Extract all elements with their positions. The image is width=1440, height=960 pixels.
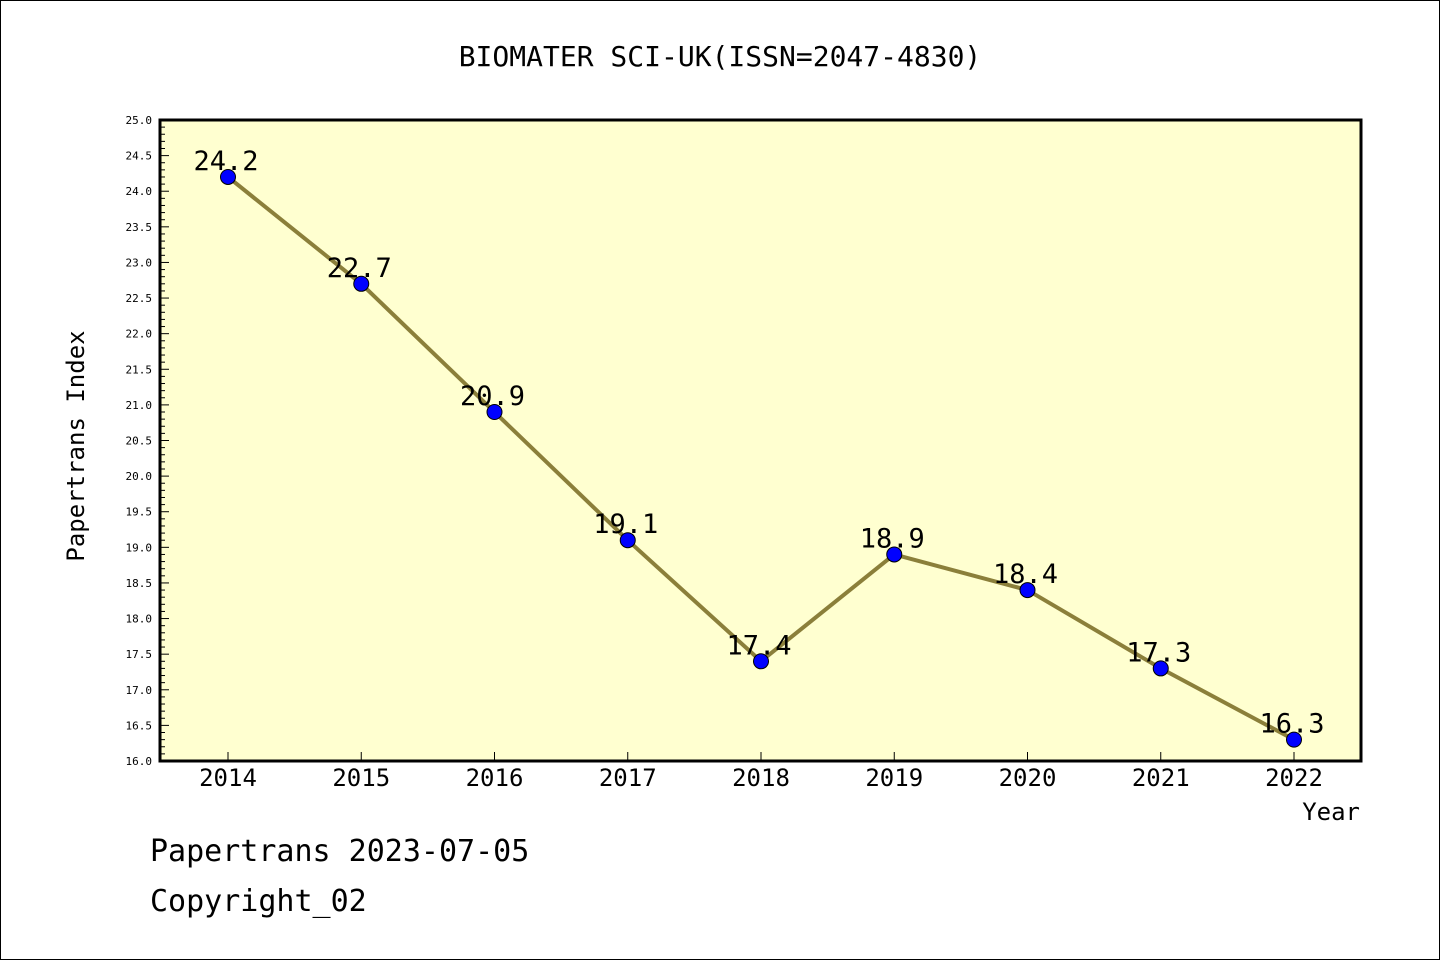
y-tick-label: 20.5 [126,435,153,448]
footer-copyright: Copyright_02 [150,884,367,919]
x-tick-label: 2022 [1265,764,1323,792]
y-tick-label: 23.5 [126,221,153,234]
x-tick-label: 2021 [1132,764,1190,792]
data-labels: 24.2 22.7 20.9 19.1 17.4 18.9 18.4 17.3 16.3 [193,146,1324,740]
y-tick-label: 19.5 [126,506,153,519]
x-tick-label: 2018 [732,764,790,792]
data-point [1152,660,1169,677]
y-tick-label: 18.0 [126,613,153,626]
y-tick-label: 16.5 [126,719,153,732]
data-label: 18.9 [860,523,925,554]
y-tick-label: 22.0 [126,328,153,341]
y-tick-label: 21.5 [126,363,153,376]
data-point [619,532,636,549]
y-tick-label: 17.0 [126,684,153,697]
y-axis: 16.0 16.5 17.0 17.5 18.0 18.5 19.0 19.5 20.0 20.5… [126,114,169,768]
data-point [220,168,236,185]
y-tick-label: 24.0 [126,185,153,198]
y-tick-label: 20.0 [126,470,153,483]
x-tick-label: 2015 [332,764,390,792]
data-point [753,653,769,670]
footer-date-line: Papertrans 2023-07-05 [150,834,530,869]
data-point [886,546,903,563]
data-label: 19.1 [593,509,658,540]
x-axis: 2014 2015 2016 2017 2018 2019 2020 2021 2022 [199,752,1323,792]
data-label: 24.2 [193,146,258,177]
data-label: 18.4 [993,559,1058,590]
x-tick-label: 2016 [466,764,524,792]
data-label: 16.3 [1259,709,1324,740]
x-tick-label: 2019 [865,764,923,792]
y-tick-label: 21.0 [126,399,153,412]
data-label: 17.4 [726,630,791,661]
chart-title: BIOMATER SCI-UK(ISSN=2047-4830) [459,40,982,73]
data-point [1019,582,1036,599]
x-tick-label: 2014 [199,764,257,792]
y-tick-label: 17.5 [126,648,153,661]
y-tick-label: 25.0 [126,114,153,127]
y-tick-label: 16.0 [126,755,153,768]
x-tick-label: 2017 [599,764,657,792]
y-tick-label: 23.0 [126,256,153,269]
data-point [1286,731,1302,748]
y-tick-label: 22.5 [126,292,153,305]
x-axis-label: Year [1302,798,1360,826]
x-tick-label: 2020 [999,764,1057,792]
data-point [353,275,370,292]
data-points [220,168,1302,748]
y-tick-label: 18.5 [126,577,153,590]
y-tick-label: 19.0 [126,541,153,554]
data-label: 20.9 [460,381,525,412]
data-point [486,404,503,421]
data-label: 22.7 [327,253,392,284]
data-label: 17.3 [1126,637,1191,668]
y-tick-label: 24.5 [126,150,153,163]
y-axis-label: Papertrans Index [62,330,90,561]
